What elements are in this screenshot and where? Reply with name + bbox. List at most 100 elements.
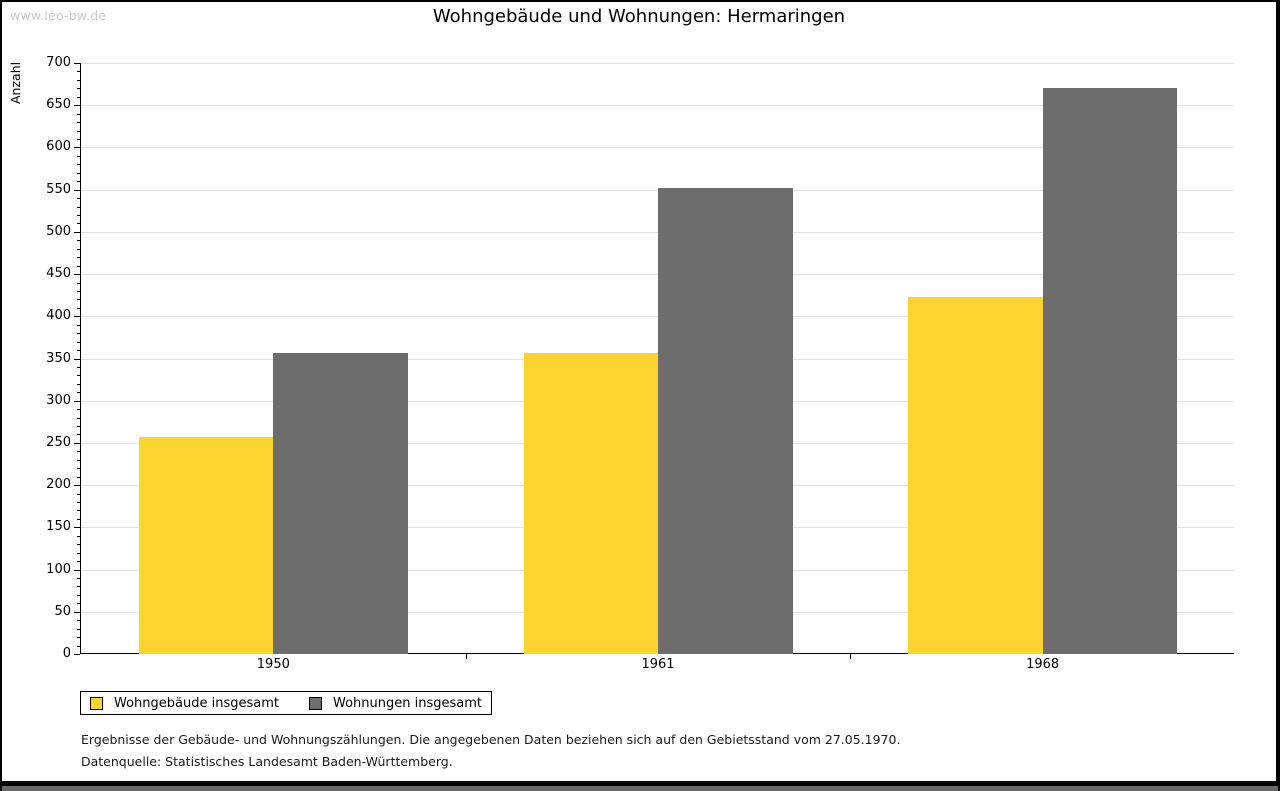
chart-plot-area: 0 50 100 150 200 250 300 350 400 450 500 550 600 650 7…	[46, 56, 1234, 672]
x-tick-label: 1950	[256, 657, 290, 672]
y-minor-tick	[77, 561, 80, 563]
y-minor-tick	[77, 603, 80, 605]
bar-wohngebäude-1950	[138, 437, 274, 654]
y-tick-label: 500	[46, 223, 71, 239]
y-minor-tick	[77, 552, 80, 554]
y-minor-tick	[77, 628, 80, 630]
y-minor-tick	[77, 366, 80, 368]
y-major-tick	[74, 63, 80, 64]
y-minor-tick	[77, 578, 80, 579]
y-minor-tick	[77, 510, 80, 512]
y-minor-tick	[77, 594, 80, 596]
y-minor-tick	[77, 71, 80, 73]
y-tick-label: 600	[46, 139, 71, 155]
y-minor-tick	[77, 409, 80, 411]
y-major-tick	[74, 316, 80, 318]
y-major-tick	[74, 485, 80, 487]
y-minor-tick	[77, 172, 80, 174]
y-minor-tick	[77, 341, 80, 343]
y-major-tick	[74, 569, 80, 571]
bar-wohnungen-1950	[273, 353, 408, 654]
y-minor-tick	[77, 79, 80, 81]
y-minor-tick	[77, 164, 80, 166]
y-major-tick	[74, 358, 80, 360]
y-minor-tick	[77, 476, 80, 478]
datasource-text: Datenquelle: Statistisches Landesamt Bad…	[81, 754, 453, 769]
y-major-tick	[74, 105, 80, 107]
y-tick-label: 450	[46, 266, 71, 282]
y-minor-tick	[77, 240, 80, 242]
y-minor-tick	[77, 96, 80, 98]
y-gridline	[81, 63, 1234, 64]
legend-box: Wohngebäude insgesamt Wohnungen insgesam…	[80, 691, 492, 715]
y-minor-tick	[77, 383, 80, 385]
y-minor-tick	[77, 307, 80, 309]
y-major-tick	[74, 442, 80, 444]
y-tick-label: 400	[46, 308, 71, 324]
y-minor-tick	[77, 122, 80, 124]
legend-label-wohngebaeude: Wohngebäude insgesamt	[114, 695, 279, 711]
y-major-tick	[74, 527, 80, 529]
y-major-tick	[74, 611, 80, 613]
y-tick-label: 300	[46, 392, 71, 408]
y-minor-tick	[77, 290, 80, 292]
y-minor-tick	[77, 198, 80, 200]
y-minor-tick	[77, 130, 80, 132]
bar-wohngebäude-1961	[523, 353, 658, 654]
y-major-tick	[74, 189, 80, 191]
y-tick-label: 0	[62, 646, 71, 661]
y-minor-tick	[77, 468, 80, 470]
y-tick-label: 350	[46, 350, 71, 366]
y-major-tick	[74, 654, 80, 655]
y-minor-tick	[77, 637, 80, 639]
y-minor-tick	[77, 206, 80, 208]
y-minor-tick	[77, 451, 80, 453]
y-minor-tick	[77, 248, 80, 250]
y-minor-tick	[77, 502, 80, 504]
y-axis-title: Anzahl	[8, 61, 23, 104]
chart-title: Wohngebäude und Wohnungen: Hermaringen	[432, 6, 846, 27]
y-tick-label: 200	[46, 477, 71, 493]
y-gridline	[81, 147, 1234, 149]
y-minor-tick	[77, 155, 80, 157]
y-tick-label: 650	[46, 97, 71, 113]
bottom-frame-edge	[0, 781, 1280, 786]
y-major-tick	[74, 147, 80, 149]
legend-swatch-wohngebaeude	[90, 696, 103, 710]
y-minor-tick	[77, 214, 80, 216]
x-tick-label: 1968	[1026, 657, 1060, 672]
legend-label-wohnungen: Wohnungen insgesamt	[333, 695, 482, 711]
y-minor-tick	[77, 518, 80, 520]
y-minor-tick	[77, 392, 80, 394]
y-gridline	[81, 189, 1234, 191]
y-minor-tick	[77, 493, 80, 495]
y-minor-tick	[77, 417, 80, 419]
y-tick-label: 150	[46, 519, 71, 535]
x-boundary-tick	[465, 653, 467, 659]
y-minor-tick	[77, 620, 80, 622]
footnote-text: Ergebnisse der Gebäude- und Wohnungszähl…	[81, 732, 901, 747]
y-minor-tick	[77, 282, 80, 284]
y-minor-tick	[77, 138, 80, 140]
y-minor-tick	[77, 113, 80, 115]
y-minor-tick	[77, 265, 80, 267]
y-minor-tick	[77, 299, 80, 301]
y-minor-tick	[77, 434, 80, 436]
legend-swatch-wohnungen	[309, 696, 322, 710]
bar-wohnungen-1961	[658, 187, 793, 654]
bar-wohngebäude-1968	[908, 296, 1043, 654]
y-minor-tick	[77, 324, 80, 326]
y-minor-tick	[77, 645, 80, 647]
y-minor-tick	[77, 350, 80, 352]
y-tick-label: 550	[46, 181, 71, 197]
y-minor-tick	[77, 544, 80, 546]
x-boundary-tick	[850, 653, 852, 659]
y-tick-label: 700	[46, 55, 71, 70]
y-tick-label: 250	[46, 434, 71, 450]
y-major-tick	[74, 231, 80, 233]
y-minor-tick	[77, 459, 80, 461]
y-minor-tick	[77, 535, 80, 537]
site-watermark: www.leo-bw.de	[10, 8, 107, 23]
y-major-tick	[74, 400, 80, 402]
